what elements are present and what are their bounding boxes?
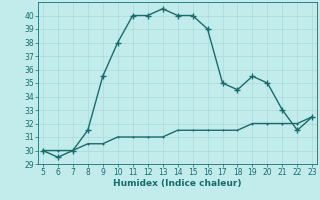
X-axis label: Humidex (Indice chaleur): Humidex (Indice chaleur): [113, 179, 242, 188]
